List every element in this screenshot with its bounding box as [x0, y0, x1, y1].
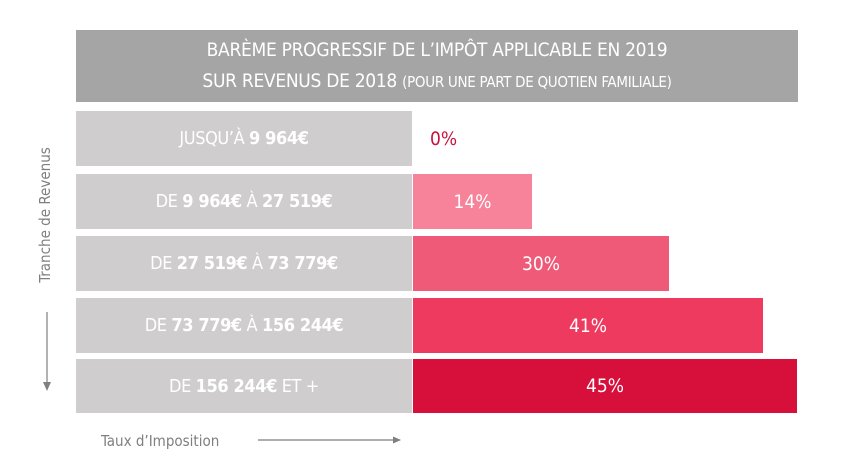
- category-text: À: [247, 253, 268, 274]
- category-amount: 9 964€: [182, 191, 242, 212]
- category-text: JUSQU’À: [179, 128, 250, 149]
- y-axis-arrow-icon: [43, 312, 51, 391]
- bar: [413, 359, 797, 413]
- chart-title-line2: SUR REVENUS DE 2018 (POUR UNE PART DE QU…: [76, 70, 798, 92]
- y-axis-label-text: Tranche de Revenus: [36, 146, 54, 283]
- category-text: DE: [144, 315, 172, 336]
- category-amount: 73 779€: [171, 315, 242, 336]
- bar-value-label: 14%: [453, 190, 492, 213]
- x-axis-arrow-icon: [258, 436, 401, 444]
- chart-title-line1: BARÈME PROGRESSIF DE L’IMPÔT APPLICABLE …: [206, 39, 668, 61]
- category-text: ET +: [276, 375, 320, 397]
- bar: [413, 236, 669, 291]
- category-text: DE: [150, 253, 177, 274]
- bar-value-label: 0%: [430, 127, 458, 150]
- bar-row: DE 73 779€ À 156 244€ 41%: [76, 298, 798, 353]
- bar: [413, 174, 532, 229]
- bar-row: DE 156 244€ ET + 45%: [76, 359, 798, 413]
- bar-row: JUSQU’À 9 964€ 0%: [76, 111, 798, 166]
- category-amount: 27 519€: [261, 191, 333, 212]
- chart-title-line2-main: SUR REVENUS DE 2018: [202, 70, 403, 92]
- bar-value-label: 41%: [569, 314, 607, 337]
- bar-value-label: 30%: [522, 252, 560, 275]
- x-axis-label: Taux d’Imposition: [101, 432, 220, 450]
- category-amount: 156 244€: [261, 315, 344, 336]
- bar-row: DE 27 519€ À 73 779€ 30%: [76, 236, 798, 291]
- chart-title-box: BARÈME PROGRESSIF DE L’IMPÔT APPLICABLE …: [76, 30, 798, 102]
- bar-row: DE 9 964€ À 27 519€ 14%: [76, 174, 798, 229]
- chart-title-line2-note: (POUR UNE PART DE QUOTIEN FAMILIALE): [402, 73, 672, 91]
- category-label: JUSQU’À 9 964€: [76, 111, 412, 166]
- category-text: À: [241, 315, 262, 336]
- category-amount: 73 779€: [267, 253, 338, 274]
- category-label: DE 9 964€ À 27 519€: [76, 174, 412, 229]
- y-axis-label: Tranche de Revenus: [33, 132, 57, 297]
- category-text: DE: [169, 375, 196, 397]
- category-text: À: [241, 191, 262, 212]
- category-label: DE 27 519€ À 73 779€: [76, 236, 412, 291]
- bar-value-label: 45%: [586, 375, 624, 397]
- category-label: DE 73 779€ À 156 244€: [76, 298, 412, 353]
- category-amount: 9 964€: [249, 128, 309, 149]
- category-text: DE: [155, 191, 183, 212]
- category-label: DE 156 244€ ET +: [76, 359, 412, 413]
- category-amount: 27 519€: [176, 253, 248, 274]
- category-amount: 156 244€: [195, 375, 278, 397]
- bar: [413, 298, 763, 353]
